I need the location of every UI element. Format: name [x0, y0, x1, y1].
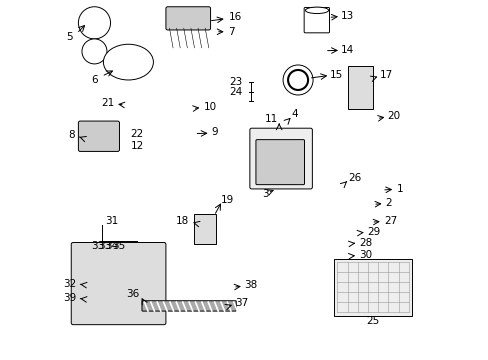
Text: 11: 11 — [264, 114, 278, 124]
Text: 16: 16 — [228, 13, 241, 22]
Text: 2: 2 — [385, 198, 391, 208]
Text: 18: 18 — [176, 216, 189, 226]
Text: 7: 7 — [228, 27, 235, 37]
Text: 39: 39 — [63, 293, 77, 303]
Ellipse shape — [103, 44, 153, 80]
FancyBboxPatch shape — [142, 301, 236, 311]
Text: 19: 19 — [221, 195, 234, 204]
FancyBboxPatch shape — [165, 7, 210, 30]
Text: 31: 31 — [105, 216, 118, 226]
Text: 6: 6 — [91, 75, 98, 85]
Text: 15: 15 — [329, 69, 343, 80]
Text: 21: 21 — [101, 98, 114, 108]
Polygon shape — [347, 66, 372, 109]
Ellipse shape — [305, 7, 328, 14]
Text: 14: 14 — [340, 45, 353, 55]
Text: 36: 36 — [125, 289, 139, 299]
Circle shape — [82, 39, 107, 64]
Text: 32: 32 — [63, 279, 77, 289]
Text: 33: 33 — [98, 241, 111, 251]
Text: 35: 35 — [112, 241, 125, 251]
Text: 22: 22 — [130, 129, 143, 139]
Polygon shape — [333, 258, 411, 316]
Circle shape — [78, 7, 110, 39]
Text: 4: 4 — [290, 109, 297, 119]
Text: 1: 1 — [395, 184, 402, 194]
Text: 13: 13 — [340, 11, 353, 21]
Text: 24: 24 — [229, 87, 242, 98]
FancyBboxPatch shape — [78, 121, 119, 152]
FancyBboxPatch shape — [71, 243, 165, 325]
Text: 34: 34 — [105, 241, 118, 251]
Text: 25: 25 — [366, 316, 379, 326]
Text: 8: 8 — [68, 130, 75, 140]
Text: 5: 5 — [66, 32, 73, 42]
FancyBboxPatch shape — [249, 128, 312, 189]
Text: 33: 33 — [90, 241, 104, 251]
Text: 3: 3 — [262, 189, 269, 199]
FancyBboxPatch shape — [255, 140, 304, 185]
Text: 10: 10 — [203, 102, 216, 112]
Text: 20: 20 — [386, 111, 400, 121]
FancyBboxPatch shape — [304, 8, 329, 33]
Text: 30: 30 — [358, 250, 371, 260]
Text: 17: 17 — [380, 69, 393, 80]
Text: 27: 27 — [383, 216, 396, 226]
Text: 38: 38 — [244, 280, 257, 291]
Text: 9: 9 — [211, 127, 218, 138]
Text: 37: 37 — [235, 298, 248, 308]
Text: 12: 12 — [130, 141, 143, 151]
Text: 23: 23 — [229, 77, 242, 87]
Text: 28: 28 — [358, 238, 371, 248]
Text: 29: 29 — [367, 227, 380, 237]
Polygon shape — [194, 214, 216, 244]
Text: 26: 26 — [347, 173, 361, 183]
